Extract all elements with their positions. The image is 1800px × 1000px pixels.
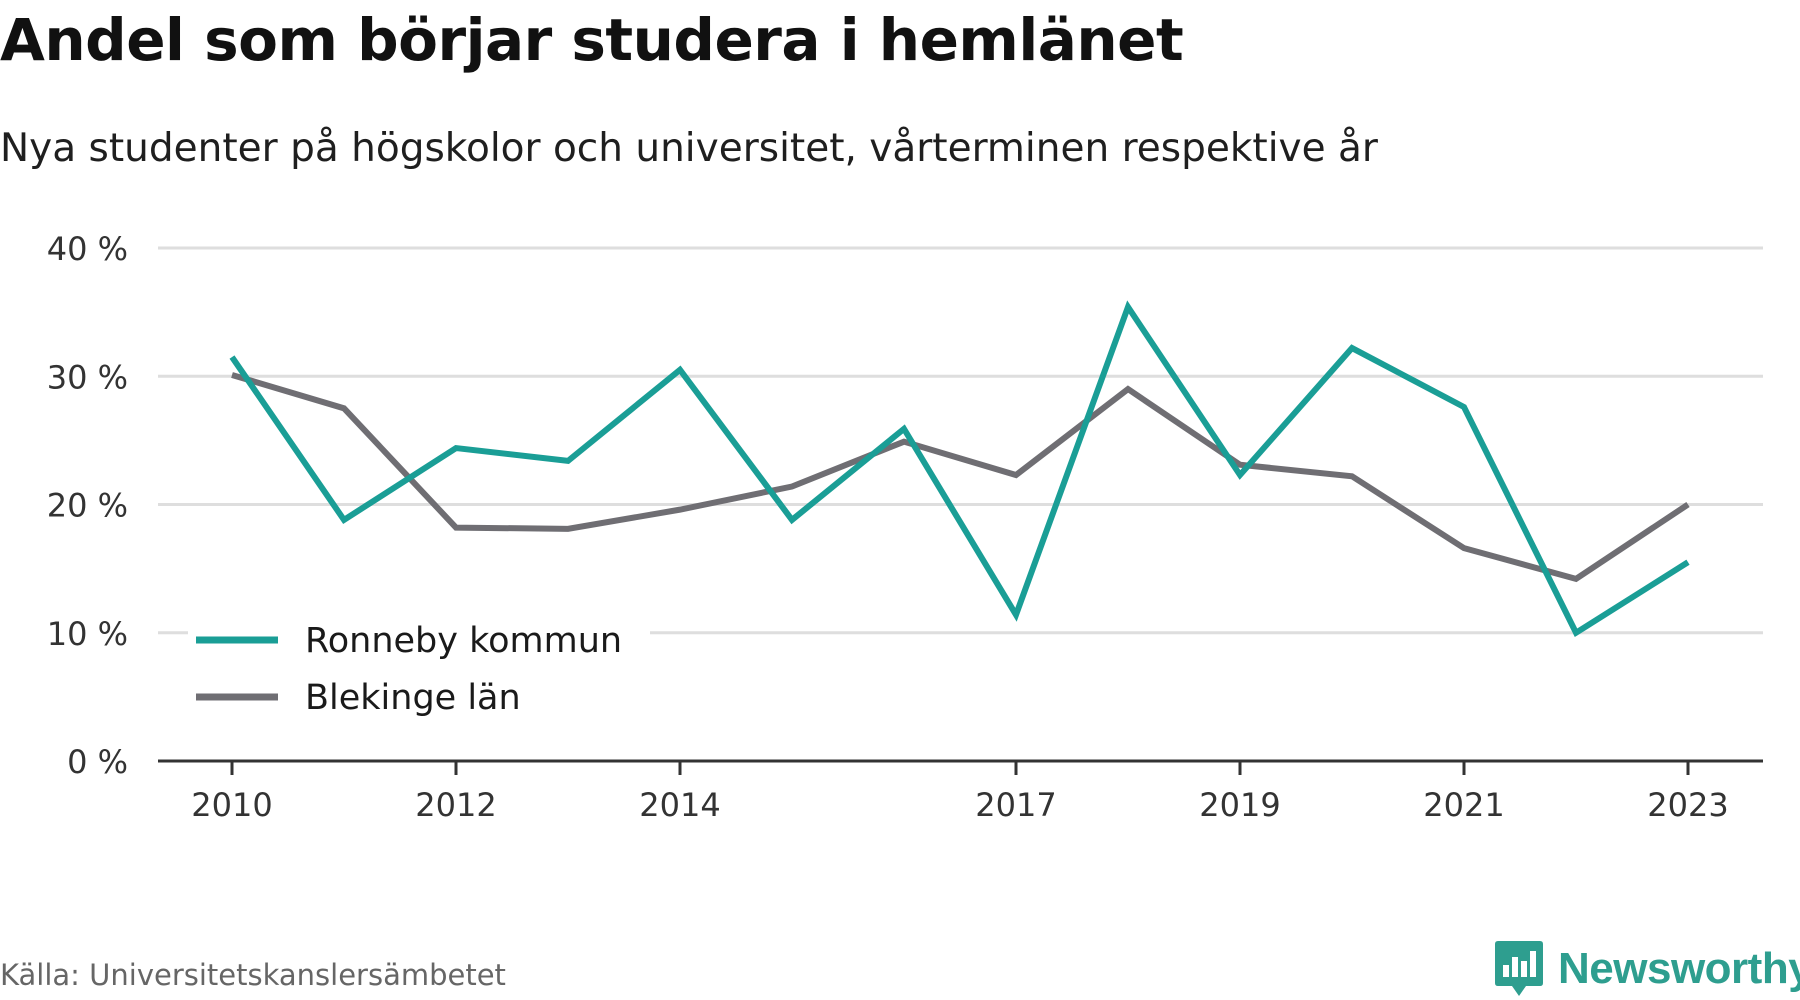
- grid-lines: [158, 246, 1763, 635]
- newsworthy-brand: Newsworthy: [1494, 939, 1800, 999]
- x-tick-label: 2019: [1199, 786, 1280, 824]
- chart-subtitle: Nya studenter på högskolor och universit…: [0, 126, 1378, 171]
- source-note: Källa: Universitetskanslersämbetet: [0, 958, 506, 992]
- y-tick-label: 10 %: [47, 615, 128, 653]
- x-tick-label: 2023: [1647, 786, 1728, 824]
- legend-background: [188, 612, 650, 724]
- newsworthy-logo-icon: [1495, 941, 1543, 996]
- legend: Ronneby kommun Blekinge län: [188, 612, 650, 724]
- y-tick-label: 40 %: [47, 230, 128, 268]
- y-tick-label: 0 %: [67, 743, 128, 781]
- y-axis-labels: 0 % 10 % 20 % 30 % 40 %: [47, 230, 128, 781]
- series-line: [231, 372, 1690, 583]
- x-tick-label: 2014: [639, 786, 720, 824]
- x-axis: [158, 759, 1763, 775]
- x-tick-label: 2021: [1423, 786, 1504, 824]
- series-line: [229, 300, 1690, 638]
- x-axis-labels: 2010 2012 2014 2017 2019 2021 2023: [191, 786, 1728, 824]
- x-tick-label: 2017: [975, 786, 1056, 824]
- x-tick-label: 2010: [191, 786, 272, 824]
- legend-label: Blekinge län: [305, 678, 521, 718]
- x-tick-label: 2012: [415, 786, 496, 824]
- y-tick-label: 20 %: [47, 487, 128, 525]
- brand-name: Newsworthy: [1558, 944, 1800, 993]
- legend-label: Ronneby kommun: [305, 621, 622, 661]
- series-lines: [229, 300, 1690, 638]
- y-tick-label: 30 %: [47, 358, 128, 396]
- chart-title: Andel som börjar studera i hemlänet: [0, 6, 1184, 74]
